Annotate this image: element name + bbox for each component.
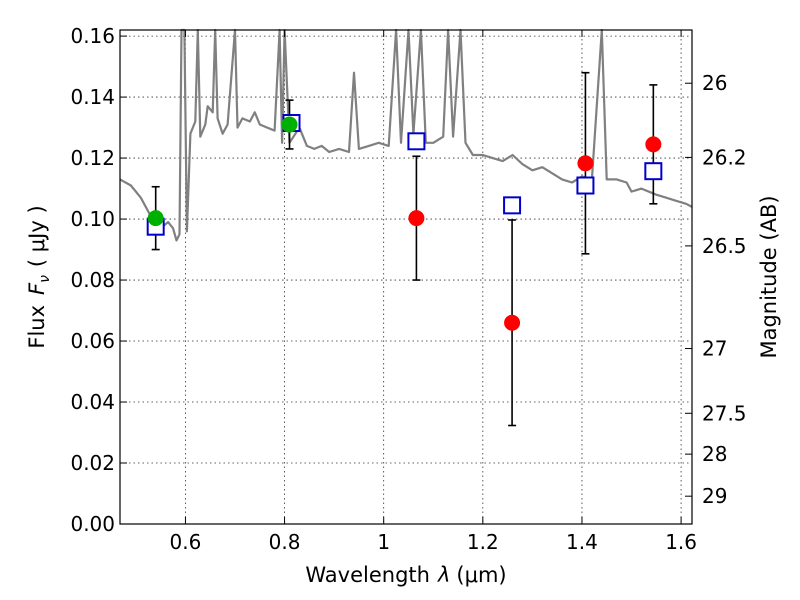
y-tick-label: 0.00 <box>70 512 115 536</box>
y-tick-label: 0.12 <box>70 146 115 170</box>
y2-tick-label: 26.2 <box>702 145 747 169</box>
y-tick-label: 0.04 <box>70 390 115 414</box>
y2-tick-label: 26.5 <box>702 234 747 258</box>
y-axis-label: FluxFν( μJy ) <box>25 205 53 348</box>
y-tick-label: 0.14 <box>70 85 115 109</box>
model-square <box>644 162 663 181</box>
data-point <box>408 210 425 227</box>
model-square <box>503 196 522 215</box>
x-tick-label: 1.2 <box>467 530 499 554</box>
model-square <box>407 132 426 151</box>
y-tick-label: 0.08 <box>70 268 115 292</box>
y-tick-label: 0.02 <box>70 451 115 475</box>
y2-tick-label: 26 <box>702 71 727 95</box>
spectrum-line <box>119 28 693 242</box>
y-tick-label: 0.06 <box>70 329 115 353</box>
x-tick-label: 1.6 <box>665 530 697 554</box>
x-axis-label: Wavelength λ (μm) <box>305 563 506 587</box>
model-square <box>576 176 595 195</box>
data-point <box>504 314 521 331</box>
y-tick-label: 0.16 <box>70 24 115 48</box>
y2-axis-label: Magnitude (AB) <box>757 195 781 358</box>
spectrum-layer <box>119 28 693 242</box>
data-point <box>147 210 164 227</box>
y-axis: 0.00 0.02 0.04 0.06 0.08 0.10 0.12 0.14 0.16 <box>70 24 127 536</box>
x-tick-label: 0.6 <box>170 530 202 554</box>
y-tick-label: 0.10 <box>70 207 115 231</box>
plot-frame <box>119 29 693 525</box>
data-point <box>577 155 594 172</box>
y2-tick-label: 28 <box>702 442 727 466</box>
x-axis: 0.6 0.8 1 1.2 1.4 1.6 <box>170 30 697 554</box>
y2-axis: 26 26.2 26.5 27 27.5 28 29 <box>685 71 747 508</box>
marks-layer <box>146 71 663 427</box>
data-point <box>645 136 662 153</box>
x-tick-label: 1.4 <box>566 530 598 554</box>
data-point <box>281 116 298 133</box>
grid <box>120 30 692 524</box>
x-tick-label: 1 <box>377 530 390 554</box>
y2-tick-label: 27.5 <box>702 401 747 425</box>
y2-tick-label: 29 <box>702 484 727 508</box>
y2-tick-label: 27 <box>702 337 727 361</box>
x-tick-label: 0.8 <box>269 530 301 554</box>
